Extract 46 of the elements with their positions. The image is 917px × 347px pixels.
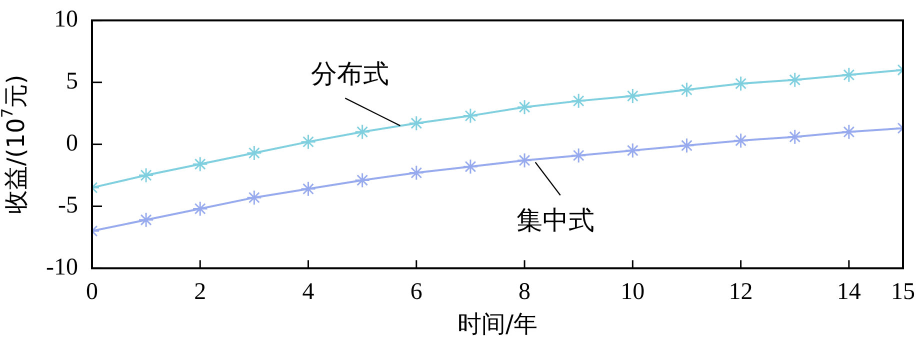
point	[408, 165, 424, 181]
x-tick-label: 0	[86, 278, 98, 305]
point	[138, 212, 154, 228]
series-label: 集中式	[516, 206, 594, 236]
x-tick-label: 6	[410, 278, 422, 305]
series-label: 分布式	[311, 59, 390, 90]
x-tick-label: 12	[728, 278, 753, 305]
point	[192, 156, 208, 172]
point	[516, 99, 532, 115]
point	[516, 152, 532, 168]
point	[354, 124, 370, 140]
point	[192, 200, 208, 216]
y-tick-label: 5	[66, 68, 78, 95]
point	[624, 142, 640, 158]
y-axis-title: 收益/(107元)	[0, 74, 30, 214]
point	[462, 108, 478, 124]
point	[841, 124, 857, 140]
point	[787, 72, 803, 88]
y-tick-label: 0	[66, 130, 78, 157]
point	[787, 129, 803, 145]
x-tick-label: 14	[836, 278, 861, 305]
point	[678, 138, 694, 154]
y-tick-label: 10	[54, 6, 78, 33]
point	[678, 82, 694, 98]
point	[570, 93, 586, 109]
y-tick-label: -10	[46, 254, 78, 280]
x-axis-title: 时间/年	[457, 310, 538, 338]
y-tick-label: -5	[58, 192, 78, 219]
point	[354, 172, 370, 188]
x-tick-label: 4	[302, 278, 314, 305]
x-tick-label: 10	[620, 278, 645, 305]
point	[570, 148, 586, 164]
point	[841, 67, 857, 83]
point	[246, 145, 262, 161]
point	[733, 132, 749, 148]
x-tick-label: 15	[891, 278, 915, 305]
point	[408, 115, 424, 131]
point	[624, 88, 640, 104]
point	[733, 76, 749, 92]
point	[138, 168, 154, 184]
point	[300, 181, 316, 197]
x-tick-label: 2	[194, 278, 206, 305]
point	[246, 190, 262, 206]
point	[462, 158, 478, 174]
x-tick-label: 8	[518, 278, 531, 305]
point	[300, 134, 316, 150]
